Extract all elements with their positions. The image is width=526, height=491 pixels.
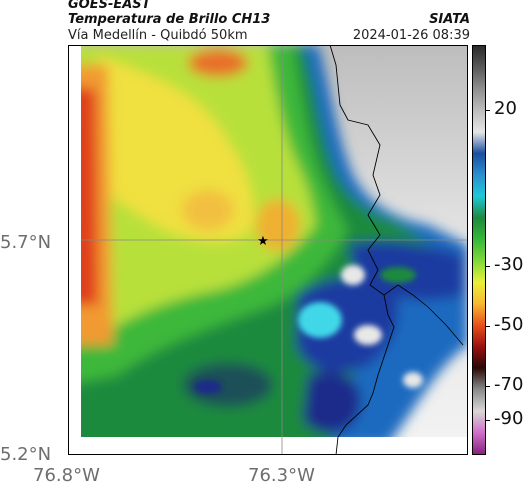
product-name: Temperatura de Brillo CH13 xyxy=(68,12,271,27)
brand-label: SIATA xyxy=(429,12,470,27)
colorbar-label-20: 20 xyxy=(494,98,517,119)
coastline-boundary xyxy=(329,45,395,455)
svg-text:★: ★ xyxy=(257,234,269,249)
colorbar-label-neg30: -30 xyxy=(494,254,524,275)
longitude-tick-76.8: 76.8°W xyxy=(33,465,100,486)
timestamp-label: 2024-01-26 08:39 xyxy=(352,28,470,43)
border-line xyxy=(383,284,464,346)
map-frame xyxy=(68,45,468,455)
latitude-tick-5.2: 5.2°N xyxy=(0,444,52,465)
product-source-title: GOES-EAST xyxy=(68,0,151,12)
colorbar-tick-neg90 xyxy=(486,420,490,421)
colorbar-label-neg70: -70 xyxy=(494,374,524,395)
colorbar-label-neg50: -50 xyxy=(494,314,524,335)
reference-point-marker: ★ xyxy=(257,234,269,249)
colorbar-label-neg90: -90 xyxy=(494,408,524,429)
colorbar-tick-neg70 xyxy=(486,386,490,387)
colorbar-tick-20 xyxy=(486,110,490,111)
colorbar-tick-neg50 xyxy=(486,326,490,327)
colorbar-tick-neg30 xyxy=(486,266,490,267)
location-label: Vía Medellín - Quibdó 50km xyxy=(68,28,248,43)
latitude-tick-5.7: 5.7°N xyxy=(0,232,52,253)
brightness-temperature-field xyxy=(81,45,468,437)
satellite-map: ★ xyxy=(68,45,468,455)
colorbar xyxy=(472,45,486,455)
longitude-tick-76.3: 76.3°W xyxy=(248,465,315,486)
